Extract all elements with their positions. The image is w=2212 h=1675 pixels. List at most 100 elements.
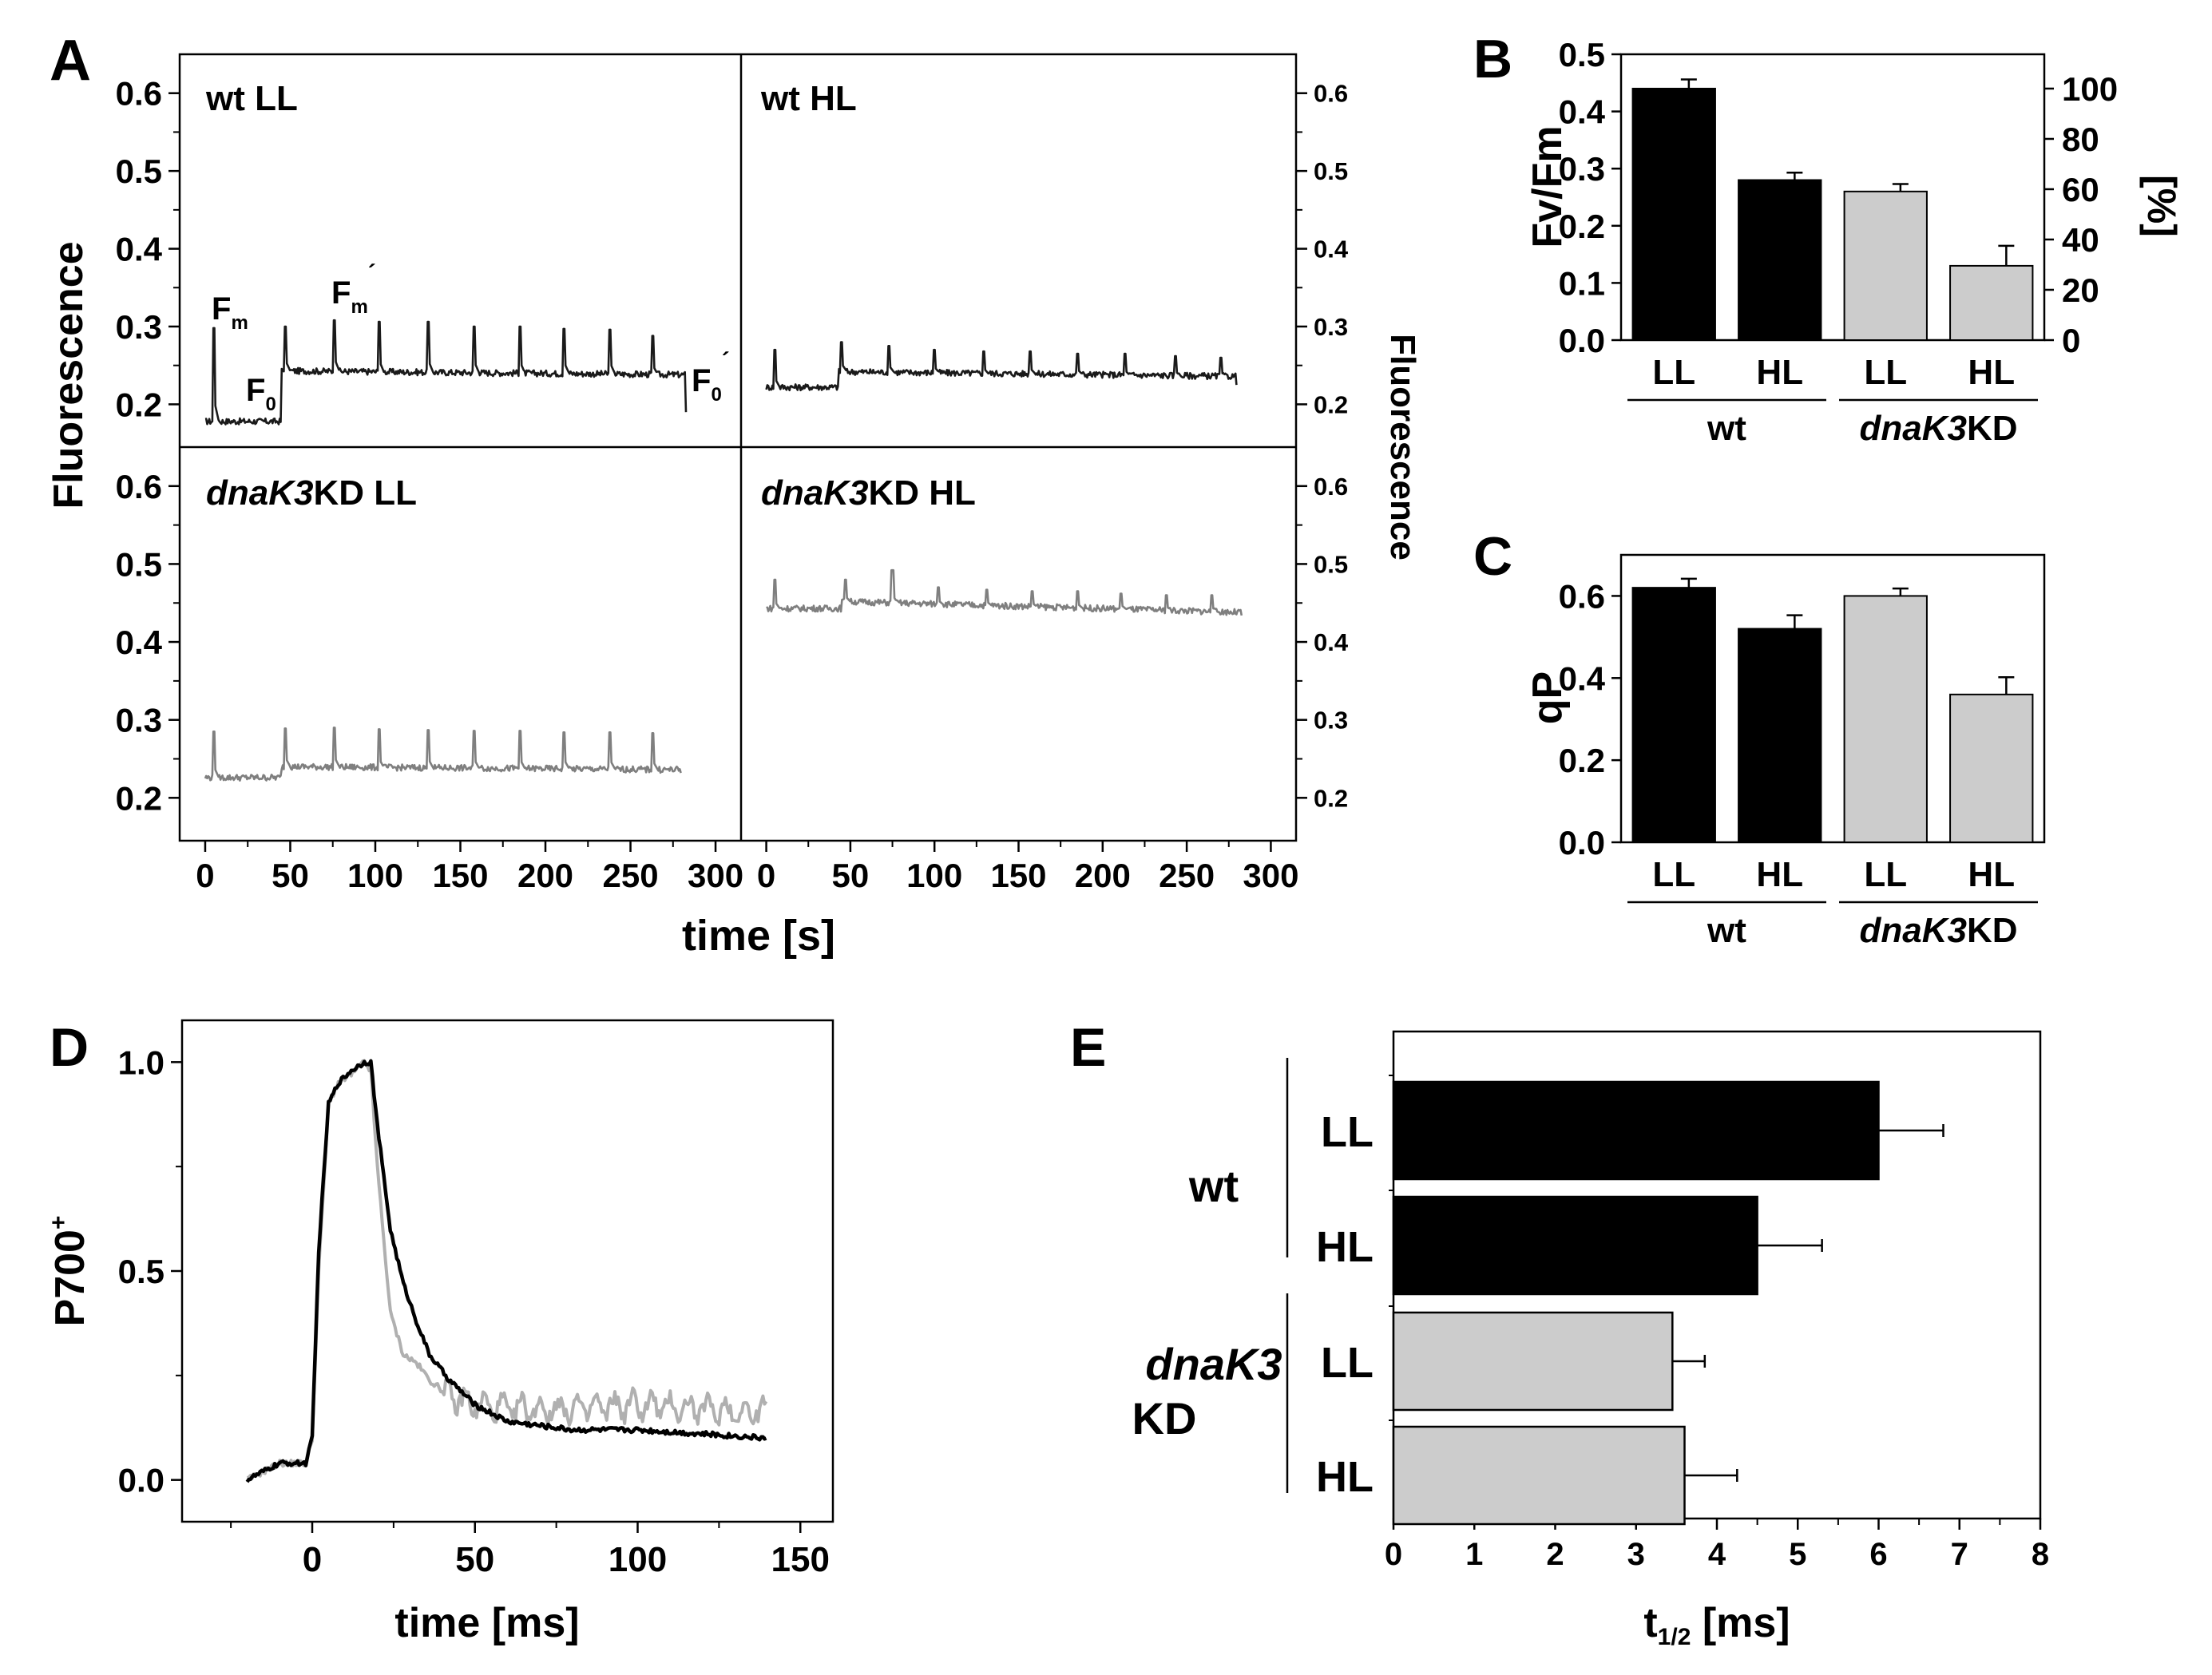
a-ytick-label-right: 0.4 (1314, 628, 1349, 656)
bar (1631, 87, 1716, 342)
a-ytick-label-left: 0.4 (116, 624, 163, 661)
e-xtick-label: 3 (1627, 1537, 1645, 1572)
a-xtick-label: 300 (1243, 857, 1298, 894)
subplot-title-wt-hl: wt HL (760, 79, 857, 118)
annotation-f0-prime: F0´ (692, 348, 730, 406)
category-label: HL (1968, 855, 2015, 894)
ytick-label: 0.2 (1559, 742, 1605, 779)
panel-a-ylabel-left: Fluorescence (46, 241, 92, 509)
a-ytick-label-left: 0.3 (116, 702, 162, 739)
ytick-label-right: 60 (2062, 171, 2099, 208)
a-xtick-label: 0 (196, 857, 214, 894)
panel-d-ylabel: P700+ (46, 1216, 93, 1327)
a-xtick-label: 100 (906, 857, 962, 894)
a-xtick-label: 100 (347, 857, 403, 894)
d-series-line (245, 1059, 767, 1483)
a-ytick-label-right: 0.4 (1314, 236, 1349, 263)
bar (1949, 693, 2034, 843)
d-xtick-label: 50 (455, 1540, 494, 1579)
ytick-label: 0.2 (1559, 208, 1605, 245)
panel-e-chart: 0 1 2 3 4 5 6 7 8 LL HL LL HL wt dnaK3KD (1132, 1058, 2049, 1572)
a-ytick-label-left: 0.2 (116, 779, 162, 817)
e-bar (1392, 1311, 1674, 1412)
d-ytick-label: 0.5 (118, 1253, 165, 1290)
e-category-label: LL (1321, 1108, 1374, 1156)
ytick-label-right: 0 (2062, 322, 2080, 359)
d-xtick-label: 150 (771, 1540, 830, 1579)
d-xtick-label: 100 (608, 1540, 667, 1579)
a-xtick-label: 300 (688, 857, 743, 894)
ytick-label-right: 20 (2062, 271, 2099, 309)
ytick-label: 0.4 (1559, 93, 1606, 131)
panel-e: 0 1 2 3 4 5 6 7 8 LL HL LL HL wt dnaK3KD t1/2 [ms] (1132, 1030, 2049, 1650)
bar (1738, 179, 1822, 341)
e-xtick-label: 4 (1708, 1537, 1726, 1572)
a-ytick-label-right: 0.2 (1314, 784, 1348, 812)
category-label: LL (1652, 353, 1695, 392)
frame (1619, 53, 2046, 342)
panel-d-chart: 0 50 100 150 0.0 0.5 1.0 (118, 1043, 830, 1579)
ytick-label: 0.3 (1559, 150, 1605, 188)
a-xtick-label: 200 (1075, 857, 1131, 894)
e-xtick-label: 2 (1546, 1537, 1564, 1572)
panel-d-frame (180, 1019, 834, 1523)
e-group-label: KD (1132, 1393, 1197, 1443)
panel-b: 0.0 0.1 0.2 0.3 0.4 0.5 0 20 40 60 80 100 LL HL LL HL wt… (1524, 36, 2184, 448)
category-label: HL (1756, 353, 1803, 392)
a-ytick-label-right: 0.6 (1314, 80, 1348, 108)
group-label: wt (1707, 409, 1746, 448)
e-xtick-label: 7 (1951, 1537, 1968, 1572)
e-bar (1392, 1425, 1686, 1526)
group-label: dnaK3KD (1859, 911, 2017, 950)
e-xtick-label: 0 (1385, 1537, 1402, 1572)
d-ytick-label: 0.0 (118, 1462, 165, 1499)
a-trace-line (766, 568, 1243, 616)
a-ytick-label-left: 0.5 (116, 152, 162, 190)
panel-d: 0 50 100 150 0.0 0.5 1.0 P700+ time [ms] (46, 1019, 834, 1646)
a-xtick-label: 50 (832, 857, 870, 894)
annotation-fm: Fm (212, 291, 248, 334)
group-label-rest: wt (1707, 911, 1746, 950)
ytick-label: 0.0 (1559, 322, 1605, 359)
bar (1949, 264, 2034, 342)
a-ytick-label-left: 0.5 (116, 545, 162, 583)
ytick-label: 0.5 (1559, 36, 1605, 73)
a-ytick-label-right: 0.5 (1314, 550, 1348, 578)
a-ytick-label-right: 0.2 (1314, 390, 1348, 418)
ytick-label-right: 100 (2062, 70, 2118, 108)
group-label-rest: KD (1967, 911, 2018, 950)
ytick-label: 0.1 (1559, 264, 1605, 302)
a-trace-line (765, 341, 1238, 392)
bar (1843, 190, 1928, 341)
annotation-f0: F0 (246, 373, 276, 415)
group-label-rest: KD (1967, 409, 2018, 448)
a-ytick-label-left: 0.2 (116, 386, 162, 423)
a-xtick-label: 0 (757, 857, 775, 894)
panel-label-e: E (1070, 1017, 1106, 1078)
group-label-italic: dnaK3 (1859, 409, 1966, 448)
e-xtick-label: 8 (2032, 1537, 2049, 1572)
a-ytick-label-right: 0.6 (1314, 473, 1348, 501)
e-group-label: dnaK3 (1145, 1339, 1282, 1389)
ytick-label-right: 40 (2062, 221, 2099, 259)
subplot-title-wt-ll: wt LL (205, 79, 298, 118)
e-bar (1392, 1195, 1758, 1296)
annotation-fm-prime: Fm´ (331, 260, 376, 318)
bar (1738, 628, 1822, 843)
panel-a-ylabel-right: Fluorescence (1383, 334, 1422, 560)
panel-label-c: C (1473, 526, 1512, 587)
a-xtick-label: 50 (272, 857, 309, 894)
frame (1619, 553, 2046, 844)
e-group-label: wt (1188, 1161, 1239, 1211)
a-ytick-label-right: 0.3 (1314, 313, 1348, 341)
d-ytick-label: 1.0 (118, 1043, 165, 1081)
panel-b-ylabel-right: [%] (2139, 175, 2184, 237)
e-category-label: LL (1321, 1339, 1374, 1387)
category-label: LL (1864, 855, 1907, 894)
a-ytick-label-left: 0.4 (116, 231, 163, 268)
panel-c-ylabel: qP (1524, 671, 1571, 724)
bar (1631, 587, 1716, 844)
panel-c-chart: 0.0 0.2 0.4 0.6 LL HL LL HL wt dnaK3KD (1559, 553, 2046, 950)
a-xtick-label: 250 (1159, 857, 1215, 894)
